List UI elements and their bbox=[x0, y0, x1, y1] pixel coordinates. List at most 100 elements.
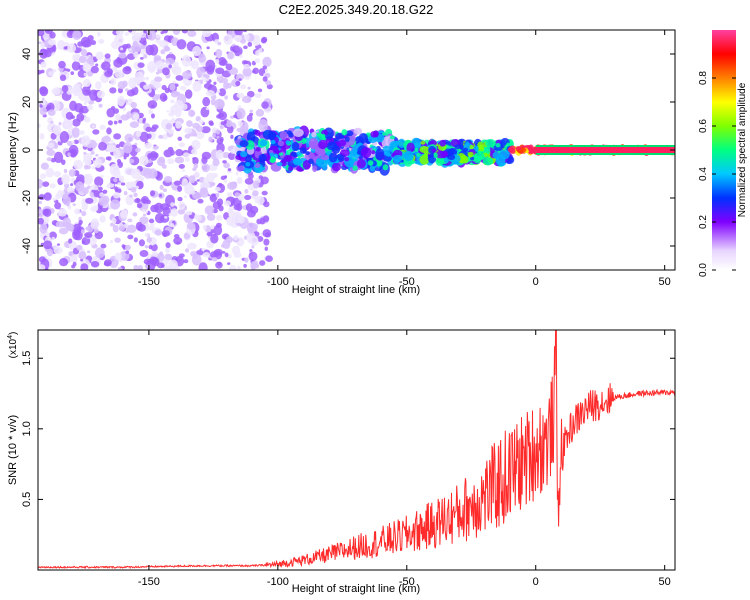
heat-cell bbox=[122, 80, 128, 88]
heat-cell bbox=[147, 168, 158, 179]
snr-ylabel: SNR (10 * v/v) bbox=[7, 415, 19, 485]
y-tick-label: 20 bbox=[21, 96, 33, 108]
y-tick-label: 0 bbox=[21, 147, 33, 153]
heat-cell bbox=[223, 82, 229, 90]
heat-cell bbox=[156, 262, 165, 269]
heat-cell bbox=[145, 76, 150, 81]
heat-cell bbox=[72, 223, 82, 234]
heat-cell bbox=[311, 131, 317, 138]
heat-cell bbox=[95, 153, 99, 157]
heat-cell bbox=[145, 44, 155, 56]
heat-cell bbox=[236, 107, 246, 120]
heat-cell bbox=[78, 250, 87, 260]
heat-cell bbox=[243, 263, 247, 268]
heat-cell bbox=[114, 70, 124, 79]
heat-cell bbox=[145, 126, 152, 133]
heat-cell bbox=[222, 239, 231, 250]
heat-cell bbox=[259, 139, 268, 147]
heat-cell bbox=[117, 95, 126, 107]
heat-cell bbox=[215, 149, 224, 160]
heat-cell bbox=[338, 139, 347, 147]
heat-cell bbox=[136, 203, 143, 209]
heat-cell bbox=[82, 63, 92, 72]
heat-cell bbox=[246, 114, 253, 122]
heat-cell bbox=[56, 243, 61, 246]
heat-cell bbox=[178, 142, 185, 148]
heat-cell bbox=[201, 151, 212, 160]
heat-cell bbox=[174, 156, 185, 164]
heat-cell bbox=[59, 74, 67, 82]
heat-cell bbox=[42, 208, 49, 216]
heat-cell bbox=[48, 39, 57, 46]
heat-cell bbox=[98, 103, 103, 108]
colorbar-label: Normalized spectral amplitude bbox=[737, 82, 748, 217]
heat-cell bbox=[125, 250, 130, 255]
heat-cell bbox=[193, 132, 198, 137]
heat-cell bbox=[264, 246, 268, 251]
heat-cell bbox=[85, 197, 94, 204]
heat-cell bbox=[39, 104, 43, 108]
heat-cell bbox=[247, 97, 251, 103]
heat-cell bbox=[58, 121, 62, 126]
heat-cell bbox=[90, 150, 95, 155]
heat-cell bbox=[59, 130, 70, 143]
heat-cell bbox=[67, 152, 71, 157]
heat-cell bbox=[83, 156, 92, 165]
heat-cell bbox=[210, 233, 219, 244]
heat-cell bbox=[124, 133, 134, 143]
heat-cell bbox=[139, 249, 149, 258]
heat-cell bbox=[215, 261, 223, 269]
heat-cell bbox=[470, 156, 475, 161]
heat-cell bbox=[126, 111, 133, 119]
heat-cell bbox=[186, 120, 193, 127]
heat-cell bbox=[137, 264, 144, 270]
heat-cell bbox=[140, 45, 145, 50]
heat-cell bbox=[248, 173, 254, 180]
heat-cell bbox=[95, 81, 102, 90]
heat-cell bbox=[158, 134, 164, 139]
heat-cell bbox=[237, 265, 241, 270]
heat-cell bbox=[87, 143, 93, 149]
heat-cell bbox=[236, 176, 243, 185]
heat-cell bbox=[40, 69, 45, 74]
heat-cell bbox=[195, 129, 205, 140]
heat-cell bbox=[92, 129, 100, 135]
heat-cell bbox=[94, 247, 105, 259]
heat-cell bbox=[233, 251, 242, 258]
heat-cell bbox=[235, 202, 243, 212]
colorbar-gradient bbox=[712, 30, 736, 270]
heat-cell bbox=[112, 224, 119, 233]
heat-cell bbox=[101, 61, 111, 71]
heat-cell bbox=[93, 158, 103, 169]
heat-cell bbox=[202, 96, 211, 107]
heat-cell bbox=[233, 234, 239, 241]
heat-cell bbox=[424, 151, 429, 157]
heat-cell bbox=[254, 129, 261, 136]
x-tick-label: -150 bbox=[138, 576, 160, 588]
heat-cell bbox=[257, 88, 263, 93]
heat-cell bbox=[123, 190, 128, 196]
heat-cell bbox=[94, 176, 104, 187]
heat-cell bbox=[118, 52, 127, 59]
heat-cell bbox=[245, 161, 251, 167]
heat-cell bbox=[344, 156, 350, 162]
heat-cell bbox=[265, 80, 272, 86]
heat-cell bbox=[251, 245, 255, 249]
heat-cell bbox=[234, 30, 243, 36]
heat-cell bbox=[315, 158, 322, 166]
heat-cell bbox=[261, 190, 268, 196]
heat-cell bbox=[61, 84, 69, 93]
heat-cell bbox=[173, 180, 181, 186]
heat-cell bbox=[72, 203, 76, 207]
heat-cell bbox=[172, 30, 181, 36]
heat-cell bbox=[111, 217, 117, 224]
heat-cell bbox=[278, 152, 284, 156]
heat-cell bbox=[352, 165, 358, 171]
heat-cell bbox=[208, 120, 214, 125]
heat-cell bbox=[84, 173, 94, 185]
heat-cell bbox=[142, 213, 147, 217]
heat-cell bbox=[206, 231, 213, 237]
heat-cell bbox=[206, 65, 215, 75]
heat-cell bbox=[223, 34, 233, 46]
heat-cell bbox=[223, 200, 232, 207]
